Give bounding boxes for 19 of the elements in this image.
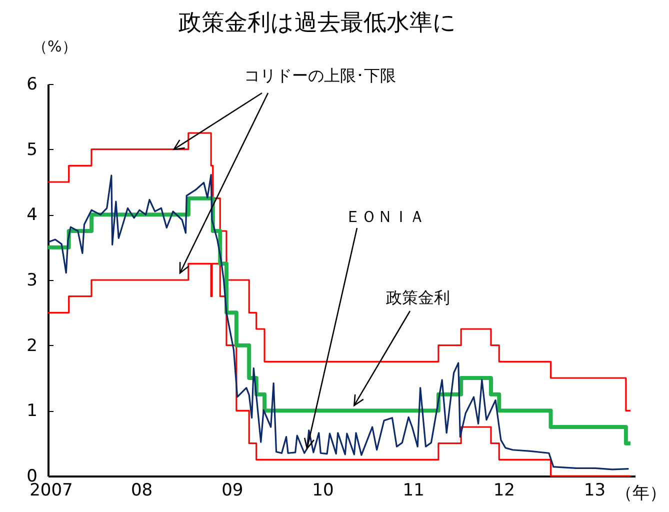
x-tick-label: 08 [130,480,153,500]
annotation: コリドーの上限･下限 [244,66,396,85]
y-tick-label: 1 [26,401,38,422]
chart-title: 政策金利は過去最低水準に [178,10,456,36]
y-tick-label: 2 [26,336,38,356]
y-tick-label: 4 [26,205,38,226]
y-tick-label: 3 [26,270,38,290]
x-tick-label: 09 [222,480,244,500]
y-tick-label: 6 [26,74,38,94]
x-tick-label: 13 [584,480,606,500]
y-tick-label: 5 [26,140,38,160]
annotation: ＥＯＮＩＡ [345,207,425,226]
x-tick-label: 11 [402,480,424,500]
annotation: 政策金利 [386,288,450,307]
x-tick-label: 12 [493,480,515,500]
y-axis-title: （%） [32,38,77,56]
x-tick-label: 10 [312,480,334,500]
x-axis-title: （年） [616,484,666,504]
line-series [47,174,630,470]
